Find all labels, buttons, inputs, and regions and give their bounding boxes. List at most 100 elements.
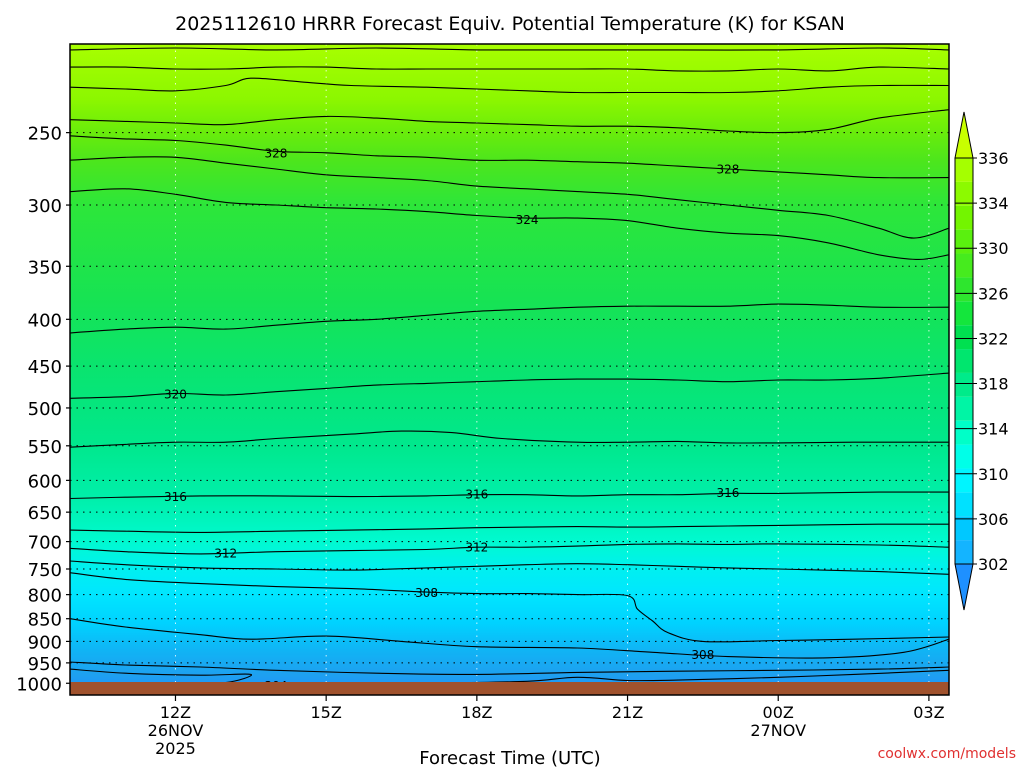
y-tick-label-500: 500 — [28, 399, 62, 420]
colorbar-label-302: 302 — [978, 555, 1009, 574]
colorbar-label-326: 326 — [978, 284, 1009, 303]
contour-label-320-3: 320 — [164, 388, 187, 402]
contour-line-330-15 — [70, 109, 949, 134]
y-tick-label-700: 700 — [28, 533, 62, 554]
colorbar-label-334: 334 — [978, 194, 1009, 213]
svg-text:312: 312 — [214, 546, 237, 560]
svg-text:316: 316 — [717, 486, 740, 500]
plot-area: 328328324320316316316312312308308304 — [70, 44, 949, 695]
colorbar-segment-3 — [955, 468, 973, 493]
colorbar-segment-0 — [955, 540, 973, 564]
plot-background — [70, 44, 949, 695]
colorbar-label-306: 306 — [978, 510, 1009, 529]
svg-text:316: 316 — [465, 488, 488, 502]
contour-label-328-0: 328 — [264, 146, 287, 160]
svg-text:328: 328 — [264, 146, 287, 160]
contour-label-308-9: 308 — [415, 586, 438, 600]
contour-line-306-2 — [70, 661, 949, 675]
contour-label-308-10: 308 — [691, 648, 714, 662]
contour-line-312-6 — [70, 543, 949, 555]
colorbar-segment-2 — [955, 492, 973, 517]
contour-line-324-12 — [70, 188, 949, 260]
colorbar-segment-10 — [955, 301, 973, 326]
colorbar-segment-5 — [955, 420, 973, 445]
grid-lines — [70, 44, 949, 695]
colorbar-label-310: 310 — [978, 465, 1009, 484]
colorbar-segment-14 — [955, 205, 973, 230]
svg-text:316: 316 — [164, 490, 187, 504]
contour-label-312-7: 312 — [214, 546, 237, 560]
colorbar-label-314: 314 — [978, 420, 1009, 439]
y-tick-label-650: 650 — [28, 503, 62, 524]
colorbar-segment-16 — [955, 158, 973, 182]
y-axis: 250 300 350 400 450 500 550 600 650 700 750 800 850 9… — [16, 124, 70, 695]
y-tick-label-350: 350 — [28, 257, 62, 278]
colorbar-segment-13 — [955, 229, 973, 254]
y-tick-label-1000: 1000 — [16, 674, 62, 695]
contour-line-308-4 — [70, 572, 949, 643]
colorbar-segment-15 — [955, 181, 973, 206]
contour-line-336-18 — [70, 47, 949, 51]
x-date-label-26NOV: 26NOV — [148, 721, 204, 740]
x-tick-label-21Z: 21Z — [612, 703, 643, 722]
contour-label-328-1: 328 — [717, 163, 740, 177]
colorbar-arrow-top — [954, 111, 974, 159]
colorbar-segment-6 — [955, 396, 973, 421]
contour-label-316-6: 316 — [717, 486, 740, 500]
contour-line-314-7 — [70, 523, 949, 533]
x-tick-label-00Z: 00Z — [763, 703, 794, 722]
colorbar-segment-7 — [955, 372, 973, 397]
y-tick-label-400: 400 — [28, 310, 62, 331]
contour-line-334-17 — [70, 66, 949, 72]
credit-text: coolwx.com/models — [878, 746, 1016, 762]
svg-text:308: 308 — [691, 648, 714, 662]
contour-lines — [70, 47, 949, 690]
contour-line-326-13 — [70, 156, 949, 239]
y-tick-label-250: 250 — [28, 124, 62, 145]
contour-line-316-8 — [70, 491, 949, 500]
colorbar-segment-12 — [955, 253, 973, 278]
colorbar-label-322: 322 — [978, 329, 1009, 348]
colorbar-segment-11 — [955, 277, 973, 302]
ground-layer — [70, 682, 949, 695]
contour-line-322-11 — [70, 303, 949, 334]
contour-line-308-3 — [70, 618, 949, 659]
y-tick-label-950: 950 — [28, 654, 62, 675]
x-tick-label-15Z: 15Z — [311, 703, 342, 722]
svg-text:308: 308 — [415, 586, 438, 600]
colorbar-segment-1 — [955, 516, 973, 541]
colorbar-segment-4 — [955, 444, 973, 469]
colorbar-segment-8 — [955, 349, 973, 373]
colorbar-segment-9 — [955, 325, 973, 350]
y-tick-label-550: 550 — [28, 437, 62, 458]
x-year-label-2025: 2025 — [155, 739, 196, 758]
y-tick-label-600: 600 — [28, 471, 62, 492]
y-tick-label-850: 850 — [28, 610, 62, 631]
contour-line-310-5 — [70, 560, 949, 575]
y-tick-label-300: 300 — [28, 196, 62, 217]
x-tick-label-12Z: 12Z — [160, 703, 191, 722]
contour-label-316-4: 316 — [164, 490, 187, 504]
svg-text:312: 312 — [465, 541, 488, 555]
contour-line-328-14 — [70, 135, 949, 179]
colorbar: 302 306 310 314 318 322 326 330 334 336 — [954, 111, 1009, 611]
y-tick-label-450: 450 — [28, 357, 62, 378]
contour-line-332-16 — [70, 77, 949, 94]
plot-frame — [69, 43, 950, 696]
contour-label-316-5: 316 — [465, 488, 488, 502]
colorbar-label-318: 318 — [978, 375, 1009, 394]
y-tick-label-800: 800 — [28, 586, 62, 607]
contour-label-324-2: 324 — [516, 213, 539, 227]
colorbar-label-336: 336 — [978, 149, 1009, 168]
colorbar-arrow-bottom — [954, 563, 974, 611]
y-tick-label-750: 750 — [28, 560, 62, 581]
colorbar-label-330: 330 — [978, 239, 1009, 258]
chart-title: 2025112610 HRRR Forecast Equiv. Potentia… — [175, 13, 845, 35]
contour-label-312-8: 312 — [465, 541, 488, 555]
svg-text:324: 324 — [516, 213, 539, 227]
svg-text:320: 320 — [164, 388, 187, 402]
x-axis-label: Forecast Time (UTC) — [419, 748, 600, 768]
svg-text:328: 328 — [717, 163, 740, 177]
